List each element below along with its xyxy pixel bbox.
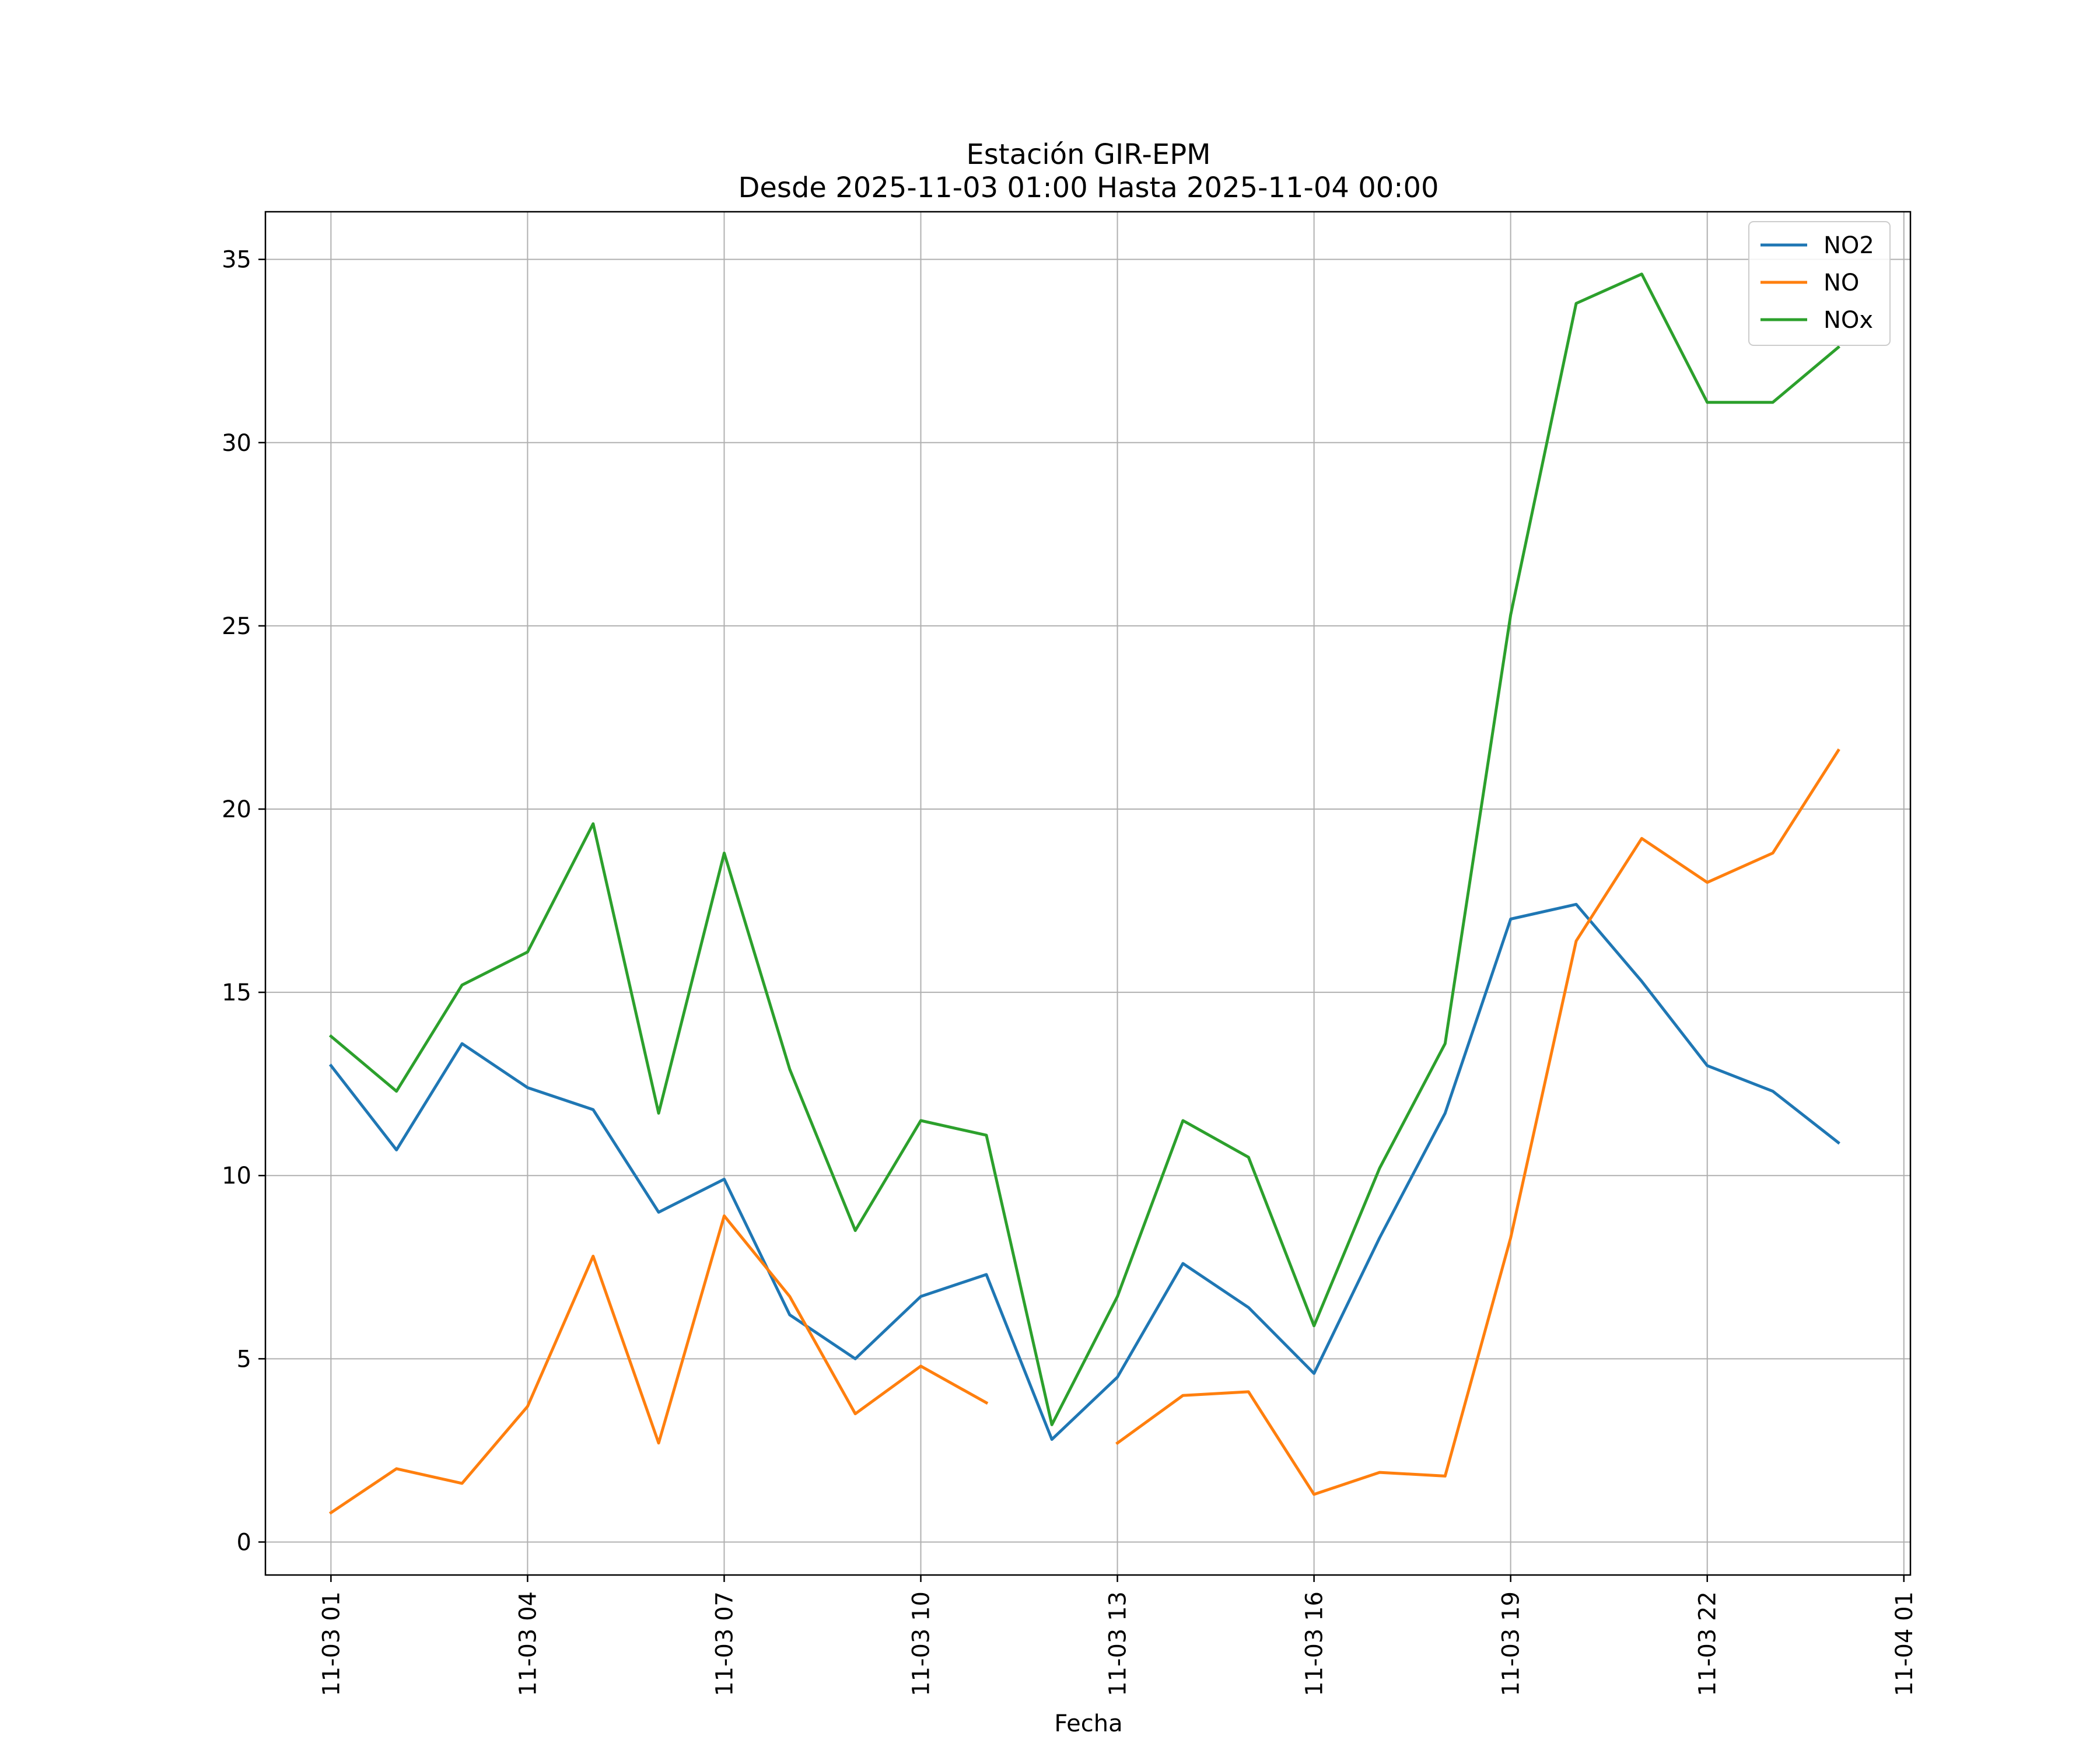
y-tick-label: 35 <box>222 247 251 274</box>
y-tick-label: 20 <box>222 796 251 823</box>
y-tick-label: 25 <box>222 613 251 640</box>
legend-box <box>1748 221 1891 346</box>
x-tick-label: 11-03 13 <box>1105 1591 1132 1696</box>
x-tick-label: 11-03 22 <box>1695 1591 1721 1696</box>
legend-label: NOx <box>1824 307 1873 334</box>
x-tick-label: 11-03 07 <box>711 1591 738 1696</box>
x-tick-label: 11-03 01 <box>318 1591 345 1696</box>
x-tick-label: 11-03 10 <box>908 1591 935 1696</box>
y-axis-ticks: 0 5 10 15 20 25 30 35 <box>222 247 265 1556</box>
x-tick-label: 11-03 16 <box>1301 1591 1328 1696</box>
y-tick-label: 30 <box>222 430 251 457</box>
plot-frame <box>264 211 1912 1576</box>
y-tick-label: 15 <box>222 979 251 1006</box>
x-tick-label: 11-03 19 <box>1498 1591 1525 1696</box>
series-line-nox <box>328 272 1840 1426</box>
x-axis-ticks: 11-03 01 11-03 04 11-03 07 11-03 10 11-03 13… <box>318 1575 1918 1696</box>
x-tick-label: 11-03 04 <box>514 1591 541 1696</box>
chart-subtitle: Desde 2025-11-03 01:00 Hasta 2025-11-04 … <box>738 172 1438 204</box>
series-line-no2 <box>328 902 1840 1441</box>
grid <box>265 212 1910 1575</box>
y-tick-label: 10 <box>222 1163 251 1189</box>
y-tick-label: 5 <box>237 1346 251 1373</box>
x-tick-label: 11-04 01 <box>1891 1591 1918 1696</box>
y-tick-label: 0 <box>237 1529 251 1556</box>
legend-label: NO <box>1824 270 1859 296</box>
series-line-no <box>328 748 1840 1515</box>
chart-title: Estación GIR-EPM <box>966 138 1210 171</box>
legend-label: NO2 <box>1824 232 1874 259</box>
series-lines <box>328 272 1840 1515</box>
x-axis-label: Fecha <box>1054 1710 1122 1737</box>
legend: NO2 NO NOx <box>1748 221 1891 346</box>
